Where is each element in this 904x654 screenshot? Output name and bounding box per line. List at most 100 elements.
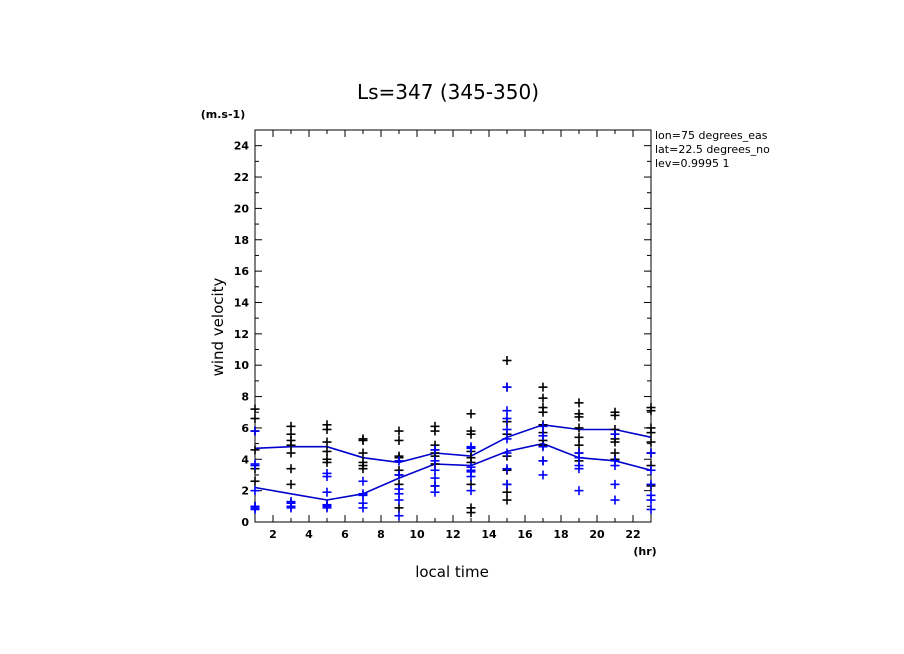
data-point (646, 465, 656, 475)
x-tick-label: 14 (481, 528, 497, 541)
data-point (394, 503, 404, 513)
data-point (466, 443, 476, 453)
data-point (538, 470, 548, 480)
data-point (502, 464, 512, 474)
data-point (574, 464, 584, 474)
y-tick-label: 24 (234, 140, 250, 153)
y-tick-label: 22 (234, 171, 249, 184)
data-point (538, 407, 548, 417)
data-point (286, 448, 296, 458)
data-point (286, 503, 296, 513)
mean-line-1 (254, 423, 652, 464)
data-point (502, 382, 512, 392)
x-tick-label: 18 (553, 528, 568, 541)
data-point (610, 495, 620, 505)
data-point (538, 421, 548, 431)
y-tick-label: 8 (241, 391, 249, 404)
data-point (502, 406, 512, 416)
info-line-lon: lon=75 degrees_eas (655, 129, 768, 142)
data-point (502, 448, 512, 458)
y-tick-label: 4 (241, 453, 249, 466)
x-tick-label: 16 (517, 528, 533, 541)
data-point (250, 445, 260, 455)
y-tick-label: 20 (234, 202, 250, 215)
data-point (538, 382, 548, 392)
data-point (430, 456, 440, 466)
y-tick-label: 14 (234, 296, 250, 309)
data-point (646, 448, 656, 458)
chart-title: Ls=347 (345-350) (357, 80, 539, 104)
data-point (610, 479, 620, 489)
data-point (574, 453, 584, 463)
x-tick-label: 22 (625, 528, 640, 541)
data-point (610, 429, 620, 439)
data-point (466, 508, 476, 518)
data-point (502, 487, 512, 497)
data-point (322, 424, 332, 434)
axis-ticks (254, 129, 652, 523)
data-point (646, 479, 656, 489)
data-point (322, 437, 332, 447)
data-point (322, 472, 332, 482)
data-point (250, 414, 260, 424)
data-point (646, 406, 656, 416)
data-point (250, 404, 260, 414)
y-tick-label: 18 (234, 234, 249, 247)
data-point (322, 446, 332, 456)
data-point (574, 432, 584, 442)
data-point (610, 461, 620, 471)
mean-line-2 (254, 442, 652, 501)
data-point (538, 393, 548, 403)
data-point (466, 409, 476, 419)
data-point (394, 470, 404, 480)
x-tick-label: 12 (445, 528, 460, 541)
data-point (286, 440, 296, 450)
data-point (250, 461, 260, 471)
data-point (502, 434, 512, 444)
data-point (502, 355, 512, 365)
data-point (610, 437, 620, 447)
data-point (322, 487, 332, 497)
info-line-lev: lev=0.9995 1 (655, 157, 730, 170)
y-axis-label: wind velocity (209, 277, 227, 376)
data-point (322, 457, 332, 467)
data-point (646, 428, 656, 438)
x-tick-label: 4 (305, 528, 313, 541)
data-point (466, 472, 476, 482)
data-point (466, 429, 476, 439)
plot-frame (254, 129, 652, 523)
data-point (502, 414, 512, 424)
data-point (430, 426, 440, 436)
data-point (538, 456, 548, 466)
data-point (394, 495, 404, 505)
y-unit-label: (m.s-1) (201, 108, 245, 121)
data-point (322, 503, 332, 513)
data-point (574, 486, 584, 496)
data-point (286, 421, 296, 431)
y-tick-label: 10 (234, 359, 250, 372)
x-axis-label: local time (415, 563, 489, 581)
x-tick-label: 6 (341, 528, 349, 541)
data-point (394, 456, 404, 466)
data-point (502, 424, 512, 434)
data-point (502, 495, 512, 505)
data-point (250, 486, 260, 496)
data-point (646, 504, 656, 514)
data-point (574, 440, 584, 450)
x-tick-label: 8 (377, 528, 385, 541)
x-unit-label: (hr) (633, 545, 656, 558)
x-tick-label: 10 (409, 528, 425, 541)
info-line-lat: lat=22.5 degrees_no (655, 143, 770, 156)
data-point (430, 473, 440, 483)
data-point (538, 431, 548, 441)
data-point (466, 486, 476, 496)
x-tick-label: 2 (269, 528, 277, 541)
data-point (286, 464, 296, 474)
x-tick-label: 20 (589, 528, 605, 541)
y-tick-label: 0 (241, 516, 249, 529)
data-point (286, 479, 296, 489)
data-point (430, 445, 440, 455)
y-tick-label: 2 (241, 485, 249, 498)
data-point (394, 435, 404, 445)
